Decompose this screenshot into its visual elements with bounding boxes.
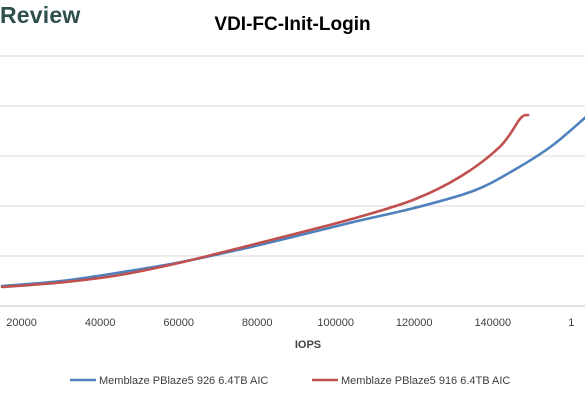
chart-title-text: VDI-FC-Init-Login [214,14,371,35]
x-axis-label: IOPS [295,339,321,351]
x-tick-label: 40000 [85,317,116,329]
series-line-1 [0,116,585,288]
legend-label-2: Memblaze PBlaze5 916 6.4TB AIC [341,375,510,387]
x-tick-label: 80000 [242,317,273,329]
x-tick-label: 100000 [317,317,354,329]
grid-lines [0,55,585,307]
series-lines [0,113,585,289]
series-line-2 [0,113,530,289]
x-tick-label: 140000 [474,317,511,329]
x-tick-label: 60000 [163,317,194,329]
x-tick-label: 1 [568,317,574,329]
chart-title: VDI-FC-Init-Login [0,14,585,36]
x-axis-tick-labels: 20000 40000 60000 80000 100000 120000 140000 1 [6,317,574,329]
x-tick-label: 20000 [6,317,37,329]
legend: Memblaze PBlaze5 926 6.4TB AIC Memblaze P… [70,375,510,387]
x-tick-label: 120000 [396,317,433,329]
legend-label-1: Memblaze PBlaze5 926 6.4TB AIC [99,375,268,387]
brand-logo-text: Review [0,2,81,28]
